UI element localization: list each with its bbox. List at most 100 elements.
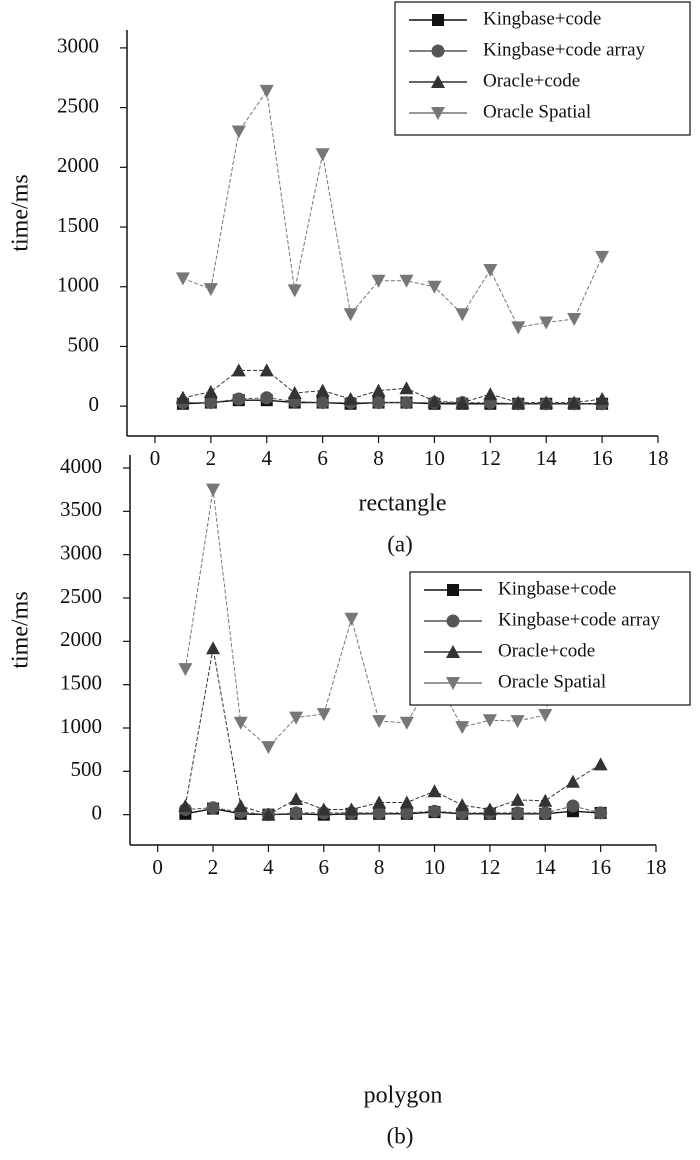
marker — [539, 316, 554, 330]
y-tick-label: 3500 — [60, 497, 102, 521]
marker — [203, 283, 218, 297]
series-line — [185, 805, 601, 816]
marker — [372, 715, 387, 729]
marker — [261, 807, 276, 821]
x-tick-label: 12 — [480, 446, 501, 470]
legend-label: Kingbase+code — [498, 578, 616, 599]
x-tick-label: 8 — [373, 446, 384, 470]
y-tick-label: 1500 — [57, 213, 99, 237]
caption: (b) — [387, 1123, 414, 1148]
x-tick-label: 6 — [319, 855, 330, 879]
marker — [289, 711, 304, 725]
marker — [399, 396, 413, 410]
marker — [204, 396, 218, 410]
marker — [344, 802, 359, 816]
legend: Kingbase+code Kingbase+code array Oracle+c… — [394, 1, 691, 136]
legend-label: Oracle+code — [498, 640, 595, 661]
x-tick-label: 16 — [592, 446, 613, 470]
marker — [371, 274, 386, 288]
series-line — [184, 489, 602, 748]
marker — [232, 392, 246, 406]
series-line — [182, 89, 603, 328]
legend-label: Oracle Spatial — [483, 101, 591, 122]
x-tick-label: 10 — [424, 855, 445, 879]
marker — [315, 383, 330, 397]
marker — [259, 363, 274, 377]
marker — [399, 274, 414, 288]
marker — [594, 806, 608, 820]
marker — [593, 757, 608, 771]
marker — [538, 709, 553, 722]
marker — [372, 806, 386, 820]
series-line — [185, 807, 601, 816]
marker — [206, 641, 221, 655]
y-tick-label: 4000 — [60, 454, 102, 478]
marker — [231, 125, 246, 139]
x-tick-label: 4 — [263, 855, 274, 879]
marker — [315, 148, 330, 162]
marker — [343, 308, 358, 322]
x-tick-label: 18 — [646, 855, 667, 879]
legend-label: Oracle Spatial — [498, 671, 606, 692]
marker — [510, 792, 525, 806]
legend-label: Kingbase+code — [483, 8, 601, 29]
marker — [567, 312, 582, 326]
y-axis-title: time/ms — [8, 591, 34, 668]
y-tick-label: 2500 — [60, 584, 102, 608]
marker — [428, 804, 442, 818]
y-tick-label: 0 — [92, 800, 103, 824]
x-tick-label: 2 — [206, 446, 217, 470]
marker — [372, 795, 387, 809]
marker — [287, 386, 302, 400]
series-line — [182, 399, 603, 405]
marker — [482, 802, 497, 816]
y-tick-label: 2000 — [60, 627, 102, 651]
x-axis-title: polygon — [364, 1083, 443, 1109]
marker — [178, 799, 193, 812]
marker — [511, 806, 525, 820]
marker — [595, 391, 610, 405]
marker — [289, 792, 304, 806]
y-tick-label: 2000 — [57, 153, 99, 177]
chart: 0 500 1000 1500 2000 2500 3000 0 2 4 6 8 10 12 14 16 18 r… — [8, 1, 691, 556]
marker — [431, 107, 445, 120]
y-tick-label: 3000 — [60, 540, 102, 564]
marker — [510, 715, 525, 729]
marker — [233, 716, 248, 730]
marker — [343, 391, 358, 405]
marker — [371, 383, 386, 397]
marker — [482, 714, 497, 728]
marker — [233, 799, 248, 812]
marker — [399, 795, 414, 809]
x-axis-title: rectangle — [359, 491, 447, 517]
marker — [427, 280, 442, 294]
y-tick-label: 3000 — [57, 34, 99, 58]
marker — [175, 390, 190, 404]
marker — [483, 264, 498, 278]
x-tick-label: 14 — [535, 855, 557, 879]
marker — [538, 806, 552, 820]
marker — [427, 394, 442, 408]
x-tick-label: 4 — [261, 446, 272, 470]
marker — [539, 395, 554, 409]
marker — [400, 806, 414, 820]
marker — [567, 395, 582, 409]
y-tick-label: 1000 — [57, 273, 99, 297]
marker — [316, 802, 331, 816]
x-tick-label: 6 — [317, 446, 328, 470]
x-tick-label: 18 — [648, 446, 669, 470]
caption: (a) — [387, 531, 413, 556]
x-tick-label: 14 — [536, 446, 558, 470]
y-tick-label: 1000 — [60, 714, 102, 738]
marker — [446, 614, 460, 628]
series-line — [184, 648, 601, 816]
y-tick-label: 500 — [68, 332, 100, 356]
marker — [431, 44, 445, 58]
marker — [455, 721, 470, 735]
marker — [511, 395, 526, 409]
x-tick-label: 12 — [479, 855, 500, 879]
marker — [260, 391, 274, 405]
series-line — [182, 397, 603, 405]
